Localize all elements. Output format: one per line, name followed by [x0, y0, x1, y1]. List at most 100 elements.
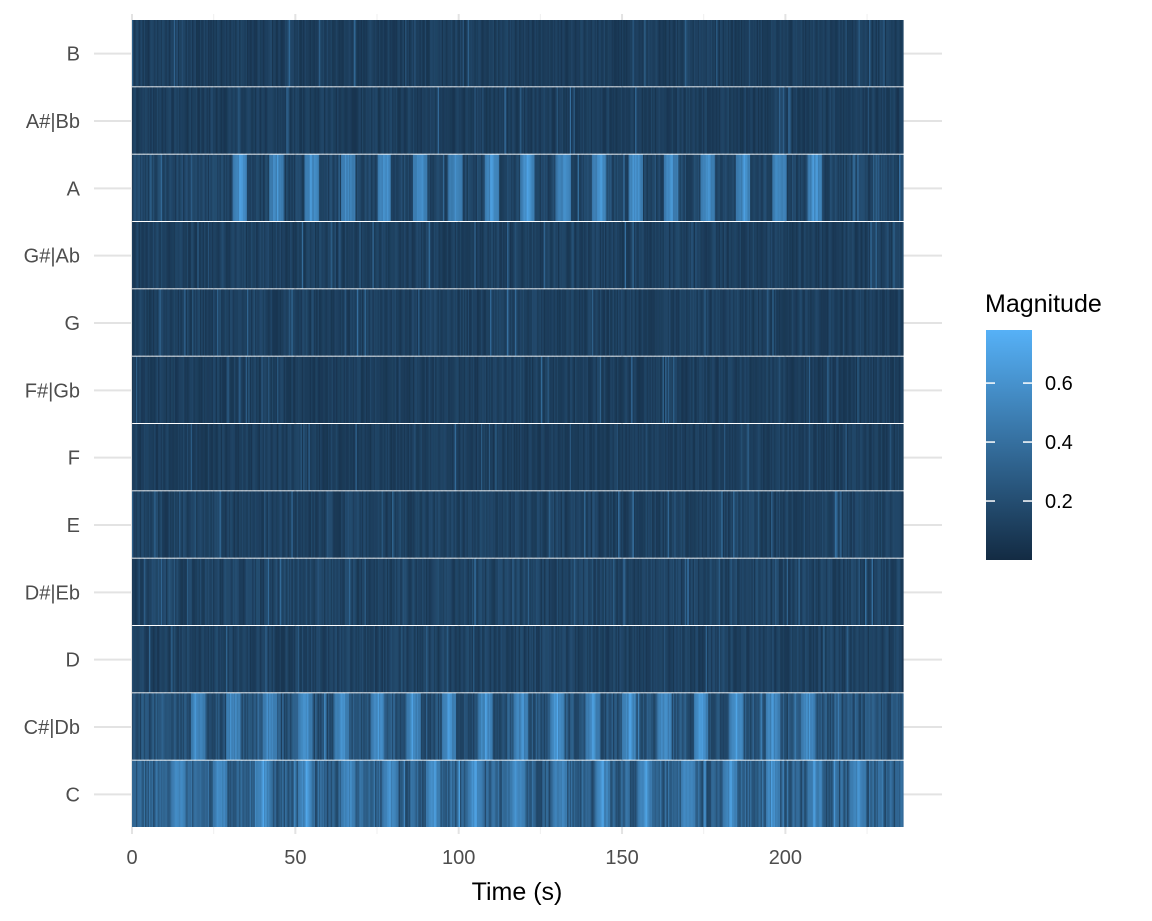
heatmap-cell	[443, 760, 445, 827]
heatmap-cell	[134, 356, 137, 423]
heatmap-cell	[429, 356, 432, 423]
heatmap-cell	[449, 424, 452, 491]
heatmap-cell	[132, 760, 134, 827]
heatmap-cell	[288, 356, 291, 423]
heatmap-cell	[269, 289, 272, 356]
heatmap-cell	[240, 491, 243, 558]
heatmap-cell	[422, 424, 425, 491]
heatmap-cell	[804, 424, 807, 491]
heatmap-cell	[135, 356, 138, 423]
heatmap-cell	[287, 491, 290, 558]
heatmap-cell	[899, 693, 901, 760]
heatmap-cell	[726, 760, 729, 827]
heatmap-cell	[273, 491, 276, 558]
heatmap-cell	[799, 289, 802, 356]
heatmap-cell	[534, 693, 537, 760]
heatmap-cell	[727, 693, 730, 760]
heatmap-cell	[342, 760, 345, 827]
heatmap-cell	[561, 424, 564, 491]
heatmap-cell	[531, 558, 534, 625]
heatmap-cell	[543, 693, 546, 760]
heatmap-cell	[300, 693, 303, 760]
heatmap-cell	[271, 626, 274, 693]
heatmap-cell	[324, 760, 327, 827]
heatmap-cell	[733, 626, 736, 693]
heatmap-cell	[231, 356, 234, 423]
heatmap-cell	[740, 356, 743, 423]
heatmap-cell	[423, 760, 426, 827]
heatmap-cell	[216, 356, 219, 423]
heatmap-cell	[555, 289, 558, 356]
heatmap-cell	[322, 222, 325, 289]
heatmap-cell	[284, 491, 287, 558]
heatmap-cell	[565, 760, 568, 827]
heatmap-cell	[317, 693, 320, 760]
heatmap-cell	[735, 760, 738, 827]
heatmap-cell	[740, 558, 743, 625]
heatmap-cell	[190, 558, 193, 625]
heatmap-cell	[475, 558, 478, 625]
heatmap-cell	[799, 424, 802, 491]
heatmap-cell	[348, 558, 351, 625]
heatmap-cell	[615, 558, 618, 625]
heatmap-cell	[247, 558, 249, 625]
heatmap-cell	[845, 491, 848, 558]
heatmap-cell	[797, 626, 800, 693]
heatmap-cell	[392, 558, 394, 625]
heatmap-cell	[415, 491, 418, 558]
heatmap-cell	[782, 289, 785, 356]
heatmap-cell	[594, 424, 597, 491]
heatmap-cell	[206, 693, 209, 760]
heatmap-cell	[573, 693, 576, 760]
heatmap-cell	[888, 424, 891, 491]
heatmap-cell	[789, 760, 792, 827]
heatmap-cell	[508, 356, 511, 423]
heatmap-cell	[573, 289, 576, 356]
heatmap-cell	[635, 693, 638, 760]
heatmap-cell	[858, 424, 861, 491]
heatmap-cell	[584, 760, 587, 827]
heatmap-cell	[203, 289, 206, 356]
heatmap-cell	[828, 289, 831, 356]
heatmap-cell	[521, 491, 524, 558]
heatmap-cell	[632, 289, 635, 356]
heatmap-cell	[248, 491, 251, 558]
heatmap-cell	[275, 424, 278, 491]
heatmap-cell	[338, 222, 341, 289]
heatmap-cell	[406, 693, 409, 760]
heatmap-cell	[573, 491, 576, 558]
heatmap-cell	[804, 289, 807, 356]
heatmap-cell	[182, 760, 185, 827]
heatmap-cell	[675, 491, 678, 558]
heatmap-cell	[608, 491, 611, 558]
heatmap-cell	[576, 760, 579, 827]
heatmap-cell	[755, 760, 758, 827]
heatmap-cell	[785, 289, 788, 356]
heatmap-cell	[223, 626, 226, 693]
heatmap-cell	[480, 356, 483, 423]
heatmap-cell	[703, 356, 705, 423]
heatmap-cell	[505, 424, 508, 491]
heatmap-cell	[171, 424, 174, 491]
heatmap-cell	[301, 693, 304, 760]
heatmap-cell	[228, 289, 231, 356]
heatmap-cell	[175, 491, 178, 558]
heatmap-cell	[793, 760, 796, 827]
heatmap-cell	[880, 626, 883, 693]
heatmap-cell	[595, 356, 598, 423]
heatmap-cell	[367, 222, 370, 289]
heatmap-cell	[334, 491, 337, 558]
heatmap-cell	[134, 424, 137, 491]
heatmap-cell	[814, 491, 817, 558]
heatmap-cell	[279, 760, 282, 827]
heatmap-cell	[192, 491, 195, 558]
heatmap-cell	[577, 289, 580, 356]
heatmap-cell	[825, 424, 828, 491]
heatmap-cell	[199, 558, 202, 625]
heatmap-cell	[245, 289, 248, 356]
heatmap-cell	[871, 693, 874, 760]
heatmap-cell	[795, 289, 798, 356]
heatmap-cell	[265, 693, 268, 760]
heatmap-cell	[563, 491, 566, 558]
heatmap-cell	[646, 491, 649, 558]
